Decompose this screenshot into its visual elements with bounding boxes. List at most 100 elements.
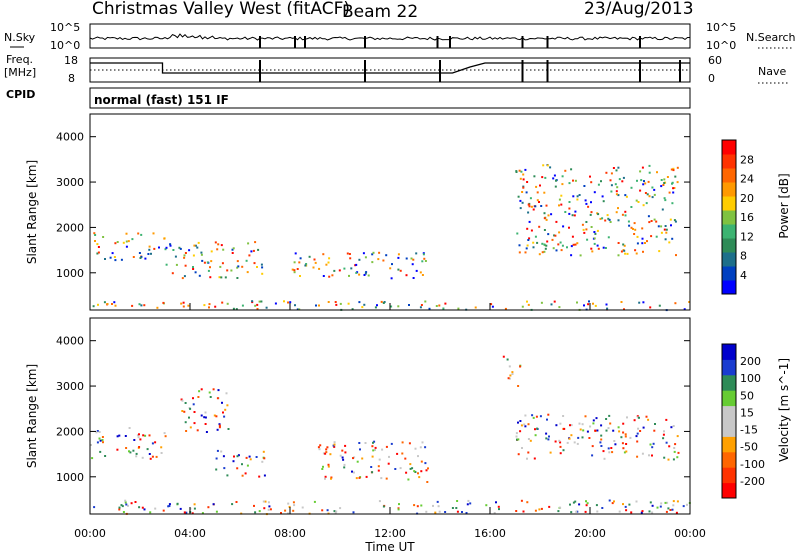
echo-cell	[571, 235, 574, 238]
echo-cell	[545, 218, 548, 221]
echo-cell	[138, 506, 141, 509]
echo-cell	[217, 389, 220, 392]
echo-cell	[241, 463, 243, 466]
echo-cell	[574, 500, 577, 503]
echo-cell	[329, 453, 332, 456]
echo-cell	[442, 307, 445, 310]
echo-cell	[358, 301, 361, 304]
beam-label: Beam 22	[342, 2, 418, 22]
echo-cell	[610, 447, 613, 449]
echo-cell	[664, 199, 667, 202]
echo-cell	[237, 454, 240, 457]
echo-cell	[653, 188, 656, 191]
echo-cell	[543, 243, 546, 246]
echo-cell	[607, 427, 610, 430]
echo-cell	[602, 450, 605, 453]
echo-cell	[663, 178, 666, 181]
echo-cell	[617, 166, 620, 169]
echo-cell	[221, 262, 224, 265]
echo-cell	[634, 249, 637, 252]
echo-cell	[135, 455, 138, 458]
echo-cell	[131, 304, 134, 307]
echo-cell	[101, 436, 104, 438]
echo-cell	[665, 418, 668, 421]
echo-cell	[517, 453, 520, 456]
echo-cell	[610, 184, 613, 187]
echo-cell	[299, 257, 302, 260]
echo-cell	[196, 429, 199, 432]
echo-cell	[437, 505, 440, 508]
echo-cell	[564, 169, 567, 172]
echo-cell	[493, 512, 496, 514]
echo-cell	[262, 500, 265, 503]
echo-cell	[590, 226, 593, 228]
echo-cell	[526, 181, 529, 183]
echo-cell	[253, 262, 256, 265]
echo-cell	[617, 242, 620, 244]
echo-cell	[343, 466, 346, 469]
colorbar-segment	[722, 140, 736, 155]
echo-cell	[264, 500, 267, 503]
echo-cell	[204, 411, 207, 414]
echo-cell	[371, 445, 374, 448]
echo-cell	[591, 454, 594, 457]
echo-cell	[534, 509, 537, 512]
echo-cell	[160, 452, 163, 454]
echo-cell	[385, 477, 388, 480]
echo-cell	[518, 169, 521, 172]
echo-cell	[399, 269, 402, 272]
echo-cell	[594, 429, 597, 432]
echo-cell	[235, 501, 238, 503]
echo-cell	[531, 414, 534, 417]
echo-cell	[188, 416, 190, 419]
echo-cell	[656, 506, 659, 509]
echo-cell	[671, 237, 674, 240]
echo-cell	[158, 246, 160, 249]
nave-label: Nave	[758, 65, 786, 78]
echo-cell	[293, 271, 296, 274]
echo-cell	[328, 275, 331, 278]
echo-cell	[438, 510, 441, 513]
echo-cell	[515, 432, 518, 435]
echo-cell	[318, 304, 320, 307]
echo-cell	[623, 249, 626, 252]
echo-cell	[209, 276, 212, 279]
echo-cell	[139, 257, 142, 259]
echo-cell	[222, 248, 225, 251]
echo-cell	[649, 501, 652, 504]
echo-cell	[96, 441, 99, 444]
echo-cell	[590, 247, 593, 250]
echo-cell	[245, 456, 248, 459]
echo-cell	[519, 177, 522, 180]
echo-cell	[626, 416, 628, 419]
echo-cell	[641, 166, 644, 169]
echo-cell	[355, 271, 358, 274]
echo-cell	[139, 438, 142, 441]
echo-cell	[599, 441, 602, 444]
echo-cell	[244, 472, 247, 475]
echo-cell	[534, 205, 537, 208]
nsearch-tick-top: 10^5	[706, 21, 736, 34]
echo-cell	[519, 420, 522, 422]
echo-cell	[587, 205, 590, 208]
echo-cell	[98, 437, 101, 440]
echo-cell	[414, 471, 417, 473]
echo-cell	[233, 455, 235, 458]
echo-cell	[526, 244, 529, 247]
echo-cell	[221, 401, 223, 404]
echo-cell	[147, 253, 150, 255]
echo-cell	[94, 234, 97, 236]
echo-cell	[522, 185, 525, 188]
echo-cell	[674, 220, 677, 223]
echo-cell	[602, 200, 605, 203]
echo-cell	[342, 458, 345, 461]
echo-cell	[543, 212, 546, 215]
echo-cell	[596, 229, 599, 232]
echo-cell	[339, 454, 342, 457]
echo-cell	[418, 476, 421, 479]
echo-cell	[621, 213, 624, 216]
echo-cell	[149, 457, 152, 460]
echo-cell	[204, 416, 207, 419]
echo-cell	[96, 430, 99, 432]
